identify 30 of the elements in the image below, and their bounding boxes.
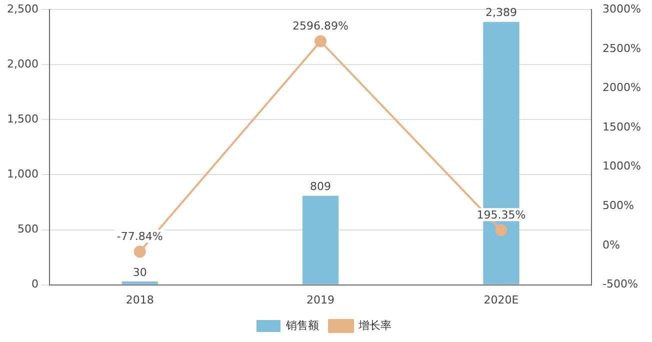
y2-tick-label: 500% [602,199,634,212]
y2-tick-label: 0% [602,238,620,252]
x-tick-label: 2020E [484,293,519,306]
bar [302,196,339,284]
y2-tick-label: 2500% [602,42,642,55]
y2-tick-label: 3000% [602,2,642,16]
y2-tick-label: 2000% [602,81,642,94]
y2-tick-label: -500% [602,278,638,291]
data-label: 2596.89% [292,20,348,33]
bar [122,282,158,284]
x-tick-label: 2018 [126,293,154,306]
point [134,246,146,258]
data-label: 195.35% [476,208,526,222]
y-tick-label: 2,500 [6,2,38,16]
data-label: 809 [310,180,332,194]
data-label: -77.84% [116,230,163,243]
data-label: 2,389 [485,6,517,20]
y-tick-label: 500 [17,222,38,236]
x-tick-label: 2019 [306,293,335,306]
point [314,35,327,48]
y-tick-label: 0 [31,278,38,291]
y-tick-label: 1,500 [6,112,38,126]
y2-tick-label: 1000% [602,160,642,173]
point [495,224,508,236]
y-tick-label: 1,000 [6,168,38,181]
data-label: 30 [132,266,147,279]
legend-label: 增长率 [358,318,392,332]
y-tick-label: 2,000 [6,58,38,70]
legend-label: 销售额 [285,318,319,332]
y2-tick-label: 1500% [602,120,642,134]
